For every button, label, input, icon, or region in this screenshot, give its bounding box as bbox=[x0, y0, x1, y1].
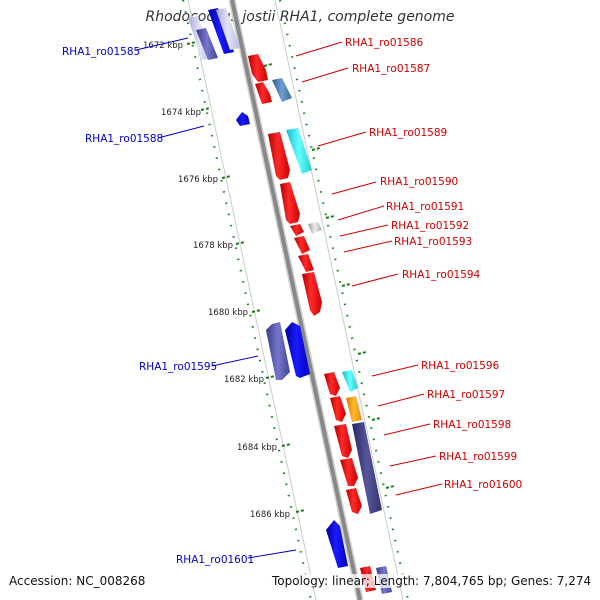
ruler-label: 1680 kbp bbox=[208, 308, 248, 318]
gene-label[interactable]: RHA1_ro01596 bbox=[421, 360, 500, 372]
gene-feature-red[interactable] bbox=[298, 254, 314, 272]
label-connector bbox=[295, 41, 343, 57]
gene-feature-red[interactable] bbox=[346, 488, 362, 514]
ruler-tick bbox=[311, 147, 321, 151]
gene-label[interactable]: RHA1_ro01595 bbox=[139, 361, 217, 373]
ruler-label: 1676 kbp bbox=[178, 175, 218, 185]
gene-label[interactable]: RHA1_ro01597 bbox=[427, 389, 505, 401]
gene-feature-grey[interactable] bbox=[308, 222, 322, 234]
gene-label[interactable]: RHA1_ro01589 bbox=[369, 127, 447, 139]
ruler-label: 1686 kbp bbox=[250, 510, 290, 520]
ruler-tick bbox=[385, 485, 395, 489]
ruler-label: 1682 kbp bbox=[224, 375, 264, 385]
gene-label[interactable]: RHA1_ro01600 bbox=[444, 479, 522, 491]
ruler-tick bbox=[200, 107, 211, 111]
topology-text: Topology: linear; Length: 7,804,765 bp; … bbox=[272, 574, 592, 588]
ruler-tick bbox=[251, 309, 262, 313]
label-connector bbox=[377, 393, 425, 407]
label-connector bbox=[157, 125, 205, 139]
gene-label[interactable]: RHA1_ro01592 bbox=[391, 220, 469, 232]
label-connector bbox=[395, 483, 443, 496]
gene-feature-red[interactable] bbox=[294, 236, 310, 254]
label-connector bbox=[317, 131, 367, 147]
ruler-tick bbox=[235, 241, 246, 245]
gene-feature-cyan[interactable] bbox=[342, 370, 358, 392]
label-connector bbox=[371, 364, 419, 377]
gene-feature-red[interactable] bbox=[330, 396, 346, 422]
ruler-tick bbox=[295, 509, 306, 513]
label-connector bbox=[337, 205, 385, 221]
gene-feature-deep-purple[interactable] bbox=[352, 422, 382, 514]
ruler-tick bbox=[357, 351, 367, 355]
gene-label[interactable]: RHA1_ro01598 bbox=[433, 419, 511, 431]
gene-label[interactable]: RHA1_ro01586 bbox=[345, 37, 424, 49]
guide-line-outer-left bbox=[181, 0, 313, 600]
ruler-tick bbox=[341, 283, 351, 287]
label-connector bbox=[331, 181, 377, 195]
label-connector bbox=[211, 355, 259, 367]
gene-label[interactable]: RHA1_ro01591 bbox=[386, 201, 464, 213]
ruler-tick bbox=[325, 215, 335, 219]
gene-label[interactable]: RHA1_ro01585 bbox=[62, 46, 140, 58]
gene-feature-red[interactable] bbox=[268, 132, 290, 180]
gene-label[interactable]: RHA1_ro01599 bbox=[439, 451, 517, 463]
guide-line-inner-right bbox=[274, 0, 404, 600]
guide-line-inner-left bbox=[187, 0, 317, 600]
gene-feature-red[interactable] bbox=[340, 458, 358, 486]
gene-label[interactable]: RHA1_ro01590 bbox=[380, 176, 458, 188]
ruler-tick bbox=[263, 63, 273, 67]
genome-backbone-core bbox=[230, 0, 362, 600]
label-connector bbox=[301, 67, 349, 83]
ruler-tick bbox=[281, 443, 292, 447]
label-connector bbox=[247, 549, 297, 559]
ruler-tick bbox=[265, 375, 276, 379]
gene-label[interactable]: RHA1_ro01601 bbox=[176, 554, 254, 566]
ruler-tick bbox=[371, 417, 381, 421]
gene-feature-blue[interactable] bbox=[326, 520, 348, 568]
ruler-tick bbox=[221, 175, 232, 179]
label-connector bbox=[383, 423, 431, 436]
gene-feature-cyan[interactable] bbox=[286, 128, 312, 174]
label-connector bbox=[343, 240, 393, 253]
gene-feature-red[interactable] bbox=[255, 82, 272, 104]
label-connector bbox=[135, 37, 189, 51]
gene-label[interactable]: RHA1_ro01594 bbox=[402, 269, 481, 281]
gene-feature-red[interactable] bbox=[302, 272, 322, 316]
label-connector bbox=[339, 224, 389, 237]
gene-feature-orange[interactable] bbox=[346, 396, 362, 422]
gene-feature-steel[interactable] bbox=[272, 78, 292, 102]
gene-label[interactable]: RHA1_ro01588 bbox=[85, 133, 163, 145]
ruler-label: 1678 kbp bbox=[193, 241, 233, 251]
ruler-tick bbox=[186, 41, 197, 45]
label-connector bbox=[351, 273, 399, 287]
gene-label[interactable]: RHA1_ro01587 bbox=[352, 63, 430, 75]
ruler-label: 1674 kbp bbox=[161, 108, 201, 118]
gene-feature-red[interactable] bbox=[248, 54, 268, 82]
ruler-label: 1684 kbp bbox=[237, 443, 277, 453]
gene-feature-red[interactable] bbox=[324, 372, 340, 396]
gene-feature-red[interactable] bbox=[334, 424, 352, 458]
accession-text: Accession: NC_008268 bbox=[9, 574, 146, 588]
gene-feature-blue[interactable] bbox=[285, 322, 310, 378]
gene-feature-purple[interactable] bbox=[196, 28, 218, 60]
gene-feature-red[interactable] bbox=[280, 182, 300, 224]
gene-feature-purple[interactable] bbox=[266, 322, 290, 380]
gene-feature-red[interactable] bbox=[290, 224, 304, 236]
gene-feature-blue[interactable] bbox=[236, 112, 250, 126]
label-connector bbox=[389, 455, 437, 467]
gene-label[interactable]: RHA1_ro01593 bbox=[394, 236, 472, 248]
ruler-label: 1672 kbp bbox=[143, 41, 183, 51]
gene-feature-lavender[interactable] bbox=[216, 8, 240, 50]
